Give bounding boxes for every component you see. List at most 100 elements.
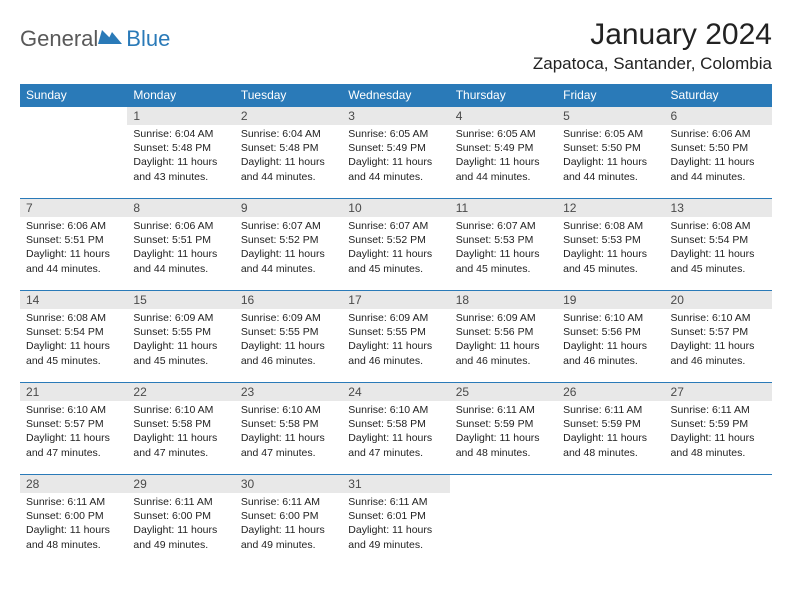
daylight-text-1: Daylight: 11 hours (456, 155, 551, 169)
calendar-day-cell: 23Sunrise: 6:10 AMSunset: 5:58 PMDayligh… (235, 383, 342, 475)
calendar-day-cell: 8Sunrise: 6:06 AMSunset: 5:51 PMDaylight… (127, 199, 234, 291)
sunset-text: Sunset: 5:49 PM (348, 141, 443, 155)
calendar-body: 1Sunrise: 6:04 AMSunset: 5:48 PMDaylight… (20, 107, 772, 567)
location-label: Zapatoca, Santander, Colombia (533, 54, 772, 74)
weekday-header: Thursday (450, 84, 557, 107)
sunset-text: Sunset: 6:00 PM (133, 509, 228, 523)
daylight-text-2: and 44 minutes. (563, 170, 658, 184)
calendar-day-cell: 14Sunrise: 6:08 AMSunset: 5:54 PMDayligh… (20, 291, 127, 383)
day-details: Sunrise: 6:09 AMSunset: 5:56 PMDaylight:… (450, 309, 557, 372)
sunrise-text: Sunrise: 6:10 AM (241, 403, 336, 417)
calendar-day-cell: 20Sunrise: 6:10 AMSunset: 5:57 PMDayligh… (665, 291, 772, 383)
sunset-text: Sunset: 5:52 PM (241, 233, 336, 247)
day-details: Sunrise: 6:05 AMSunset: 5:49 PMDaylight:… (450, 125, 557, 188)
daylight-text-1: Daylight: 11 hours (241, 247, 336, 261)
daylight-text-2: and 46 minutes. (563, 354, 658, 368)
day-number: 21 (20, 383, 127, 401)
sunset-text: Sunset: 5:57 PM (671, 325, 766, 339)
sunrise-text: Sunrise: 6:09 AM (241, 311, 336, 325)
calendar-week-row: 1Sunrise: 6:04 AMSunset: 5:48 PMDaylight… (20, 107, 772, 199)
day-number: 24 (342, 383, 449, 401)
calendar-week-row: 28Sunrise: 6:11 AMSunset: 6:00 PMDayligh… (20, 475, 772, 567)
day-number: 8 (127, 199, 234, 217)
day-number: 1 (127, 107, 234, 125)
sunset-text: Sunset: 5:51 PM (133, 233, 228, 247)
daylight-text-1: Daylight: 11 hours (26, 247, 121, 261)
daylight-text-2: and 49 minutes. (241, 538, 336, 552)
weekday-header: Friday (557, 84, 664, 107)
daylight-text-1: Daylight: 11 hours (563, 247, 658, 261)
sunset-text: Sunset: 5:51 PM (26, 233, 121, 247)
calendar-day-cell: 24Sunrise: 6:10 AMSunset: 5:58 PMDayligh… (342, 383, 449, 475)
day-details: Sunrise: 6:07 AMSunset: 5:52 PMDaylight:… (235, 217, 342, 280)
sunrise-text: Sunrise: 6:08 AM (671, 219, 766, 233)
daylight-text-2: and 44 minutes. (241, 170, 336, 184)
calendar-day-cell: 2Sunrise: 6:04 AMSunset: 5:48 PMDaylight… (235, 107, 342, 199)
daylight-text-2: and 44 minutes. (133, 262, 228, 276)
sunrise-text: Sunrise: 6:10 AM (26, 403, 121, 417)
daylight-text-2: and 45 minutes. (456, 262, 551, 276)
daylight-text-1: Daylight: 11 hours (133, 247, 228, 261)
daylight-text-1: Daylight: 11 hours (671, 431, 766, 445)
daylight-text-2: and 45 minutes. (26, 354, 121, 368)
sunset-text: Sunset: 5:55 PM (133, 325, 228, 339)
day-details: Sunrise: 6:10 AMSunset: 5:57 PMDaylight:… (665, 309, 772, 372)
calendar-day-cell: 16Sunrise: 6:09 AMSunset: 5:55 PMDayligh… (235, 291, 342, 383)
daylight-text-1: Daylight: 11 hours (26, 523, 121, 537)
sunset-text: Sunset: 5:59 PM (456, 417, 551, 431)
sunrise-text: Sunrise: 6:04 AM (241, 127, 336, 141)
sunrise-text: Sunrise: 6:11 AM (563, 403, 658, 417)
day-details: Sunrise: 6:04 AMSunset: 5:48 PMDaylight:… (127, 125, 234, 188)
day-number: 27 (665, 383, 772, 401)
day-number: 31 (342, 475, 449, 493)
daylight-text-2: and 46 minutes. (456, 354, 551, 368)
logo-text-blue: Blue (126, 26, 170, 52)
daylight-text-2: and 46 minutes. (348, 354, 443, 368)
sunset-text: Sunset: 5:58 PM (241, 417, 336, 431)
calendar-empty-cell (557, 475, 664, 567)
sunrise-text: Sunrise: 6:09 AM (456, 311, 551, 325)
calendar-empty-cell (20, 107, 127, 199)
weekday-header: Wednesday (342, 84, 449, 107)
calendar-day-cell: 3Sunrise: 6:05 AMSunset: 5:49 PMDaylight… (342, 107, 449, 199)
sunrise-text: Sunrise: 6:04 AM (133, 127, 228, 141)
daylight-text-2: and 44 minutes. (348, 170, 443, 184)
sunrise-text: Sunrise: 6:10 AM (671, 311, 766, 325)
day-number: 17 (342, 291, 449, 309)
weekday-header: Saturday (665, 84, 772, 107)
calendar-week-row: 7Sunrise: 6:06 AMSunset: 5:51 PMDaylight… (20, 199, 772, 291)
day-number: 28 (20, 475, 127, 493)
day-details: Sunrise: 6:08 AMSunset: 5:54 PMDaylight:… (665, 217, 772, 280)
day-number: 5 (557, 107, 664, 125)
day-details: Sunrise: 6:11 AMSunset: 5:59 PMDaylight:… (450, 401, 557, 464)
day-details: Sunrise: 6:09 AMSunset: 5:55 PMDaylight:… (127, 309, 234, 372)
calendar-day-cell: 7Sunrise: 6:06 AMSunset: 5:51 PMDaylight… (20, 199, 127, 291)
daylight-text-1: Daylight: 11 hours (348, 523, 443, 537)
daylight-text-1: Daylight: 11 hours (133, 431, 228, 445)
sunrise-text: Sunrise: 6:08 AM (26, 311, 121, 325)
daylight-text-2: and 47 minutes. (26, 446, 121, 460)
sunset-text: Sunset: 5:59 PM (563, 417, 658, 431)
daylight-text-1: Daylight: 11 hours (456, 247, 551, 261)
calendar-day-cell: 29Sunrise: 6:11 AMSunset: 6:00 PMDayligh… (127, 475, 234, 567)
sunset-text: Sunset: 5:56 PM (456, 325, 551, 339)
calendar-day-cell: 18Sunrise: 6:09 AMSunset: 5:56 PMDayligh… (450, 291, 557, 383)
day-details: Sunrise: 6:11 AMSunset: 5:59 PMDaylight:… (557, 401, 664, 464)
logo-flag-icon (98, 26, 124, 46)
daylight-text-2: and 45 minutes. (348, 262, 443, 276)
sunset-text: Sunset: 5:56 PM (563, 325, 658, 339)
sunset-text: Sunset: 5:55 PM (241, 325, 336, 339)
day-number: 29 (127, 475, 234, 493)
calendar-day-cell: 17Sunrise: 6:09 AMSunset: 5:55 PMDayligh… (342, 291, 449, 383)
day-details: Sunrise: 6:09 AMSunset: 5:55 PMDaylight:… (235, 309, 342, 372)
sunset-text: Sunset: 5:57 PM (26, 417, 121, 431)
day-number: 6 (665, 107, 772, 125)
sunset-text: Sunset: 5:48 PM (133, 141, 228, 155)
sunset-text: Sunset: 5:53 PM (456, 233, 551, 247)
daylight-text-1: Daylight: 11 hours (133, 523, 228, 537)
daylight-text-2: and 44 minutes. (671, 170, 766, 184)
sunset-text: Sunset: 5:48 PM (241, 141, 336, 155)
day-details: Sunrise: 6:11 AMSunset: 6:00 PMDaylight:… (127, 493, 234, 556)
weekday-header: Tuesday (235, 84, 342, 107)
day-details: Sunrise: 6:10 AMSunset: 5:58 PMDaylight:… (342, 401, 449, 464)
